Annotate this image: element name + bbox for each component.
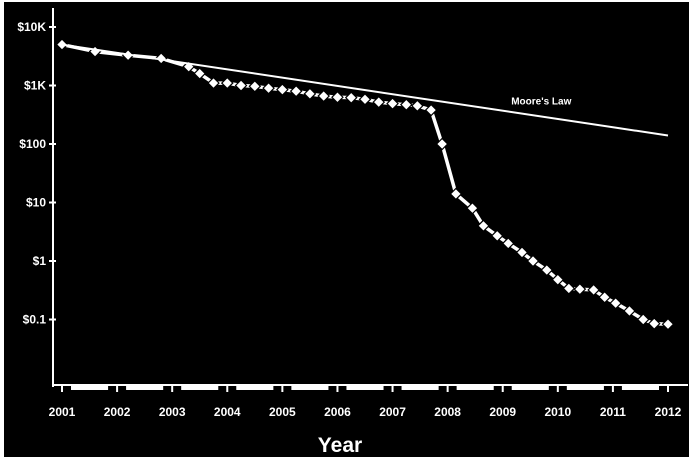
x-tick-label: 2011	[600, 405, 626, 419]
x-axis-band	[456, 384, 494, 390]
data-point-marker	[424, 103, 438, 117]
data-point-marker	[154, 52, 168, 65]
x-axis-band	[71, 384, 109, 390]
moores-law-label: Moore's Law	[511, 96, 571, 107]
data-point-marker	[399, 98, 413, 112]
data-point-marker	[386, 97, 399, 110]
data-point-marker	[477, 219, 490, 233]
data-point-marker	[515, 246, 529, 259]
data-point-marker	[623, 304, 636, 318]
cost-series-line	[61, 42, 669, 326]
data-point-marker	[647, 317, 661, 330]
data-point-marker	[372, 95, 386, 109]
series	[55, 38, 675, 331]
x-axis-band	[291, 384, 329, 390]
data-point-marker	[248, 79, 262, 93]
y-tick-label: $10	[26, 196, 46, 210]
x-axis-band	[621, 384, 659, 390]
data-point-marker	[661, 317, 675, 331]
x-tick-label: 2009	[489, 405, 516, 419]
data-point-marker	[573, 282, 587, 296]
chart-background	[4, 2, 689, 457]
data-point-marker	[551, 273, 565, 286]
x-tick-label: 2002	[104, 405, 131, 419]
data-point-marker	[193, 67, 207, 80]
data-point-marker	[609, 296, 623, 310]
y-tick-label: $10K	[17, 20, 46, 34]
data-point-marker	[317, 89, 331, 103]
data-point-marker	[449, 187, 463, 201]
data-point-marker	[88, 45, 102, 58]
y-tick-label: $100	[19, 137, 46, 151]
data-point-marker	[466, 201, 479, 215]
x-tick-label: 2012	[655, 405, 682, 419]
data-point-marker	[410, 99, 424, 113]
x-tick-label: 2005	[269, 405, 296, 419]
x-axis-band	[346, 384, 384, 390]
moores-law-line	[61, 43, 669, 137]
data-point-marker	[344, 91, 358, 104]
data-point-marker	[501, 237, 515, 250]
data-point-marker	[220, 76, 234, 90]
axes	[49, 8, 688, 392]
y-tick-label: $1	[33, 254, 47, 268]
x-tick-label: 2010	[544, 405, 571, 419]
data-point-marker	[234, 79, 248, 92]
x-tick-label: 2004	[214, 405, 241, 419]
data-point-marker	[526, 254, 540, 268]
data-point-marker	[598, 290, 611, 304]
data-point-marker	[636, 313, 650, 326]
data-point-marker	[562, 282, 576, 295]
data-point-marker	[587, 283, 600, 297]
x-axis-band	[181, 384, 219, 390]
data-point-marker	[276, 83, 289, 96]
x-tick-label: 2001	[49, 405, 76, 419]
x-axis-title: Year	[318, 434, 362, 457]
x-tick-label: 2007	[379, 405, 406, 419]
data-point-marker	[358, 92, 372, 106]
x-axis-band	[566, 384, 604, 390]
y-tick-label: $0.1	[23, 313, 47, 327]
data-point-marker	[331, 90, 344, 104]
x-axis-band	[511, 384, 549, 390]
data-point-marker	[303, 87, 317, 101]
data-point-marker	[262, 81, 275, 95]
data-point-marker	[207, 76, 220, 90]
data-point-marker	[490, 229, 504, 243]
x-tick-label: 2006	[324, 405, 351, 419]
x-tick-label: 2008	[434, 405, 461, 419]
x-tick-label: 2003	[159, 405, 186, 419]
data-point-marker	[540, 263, 554, 277]
x-axis-band	[401, 384, 439, 390]
data-point-marker	[289, 84, 303, 98]
labels: $10K $1K $100 $10 $1 $0.1 2001 2002 2003 2004 2005…	[17, 20, 681, 457]
x-axis-band	[236, 384, 274, 390]
x-axis-band	[126, 384, 164, 390]
data-point-marker	[435, 137, 449, 151]
y-tick-label: $1K	[24, 79, 46, 93]
